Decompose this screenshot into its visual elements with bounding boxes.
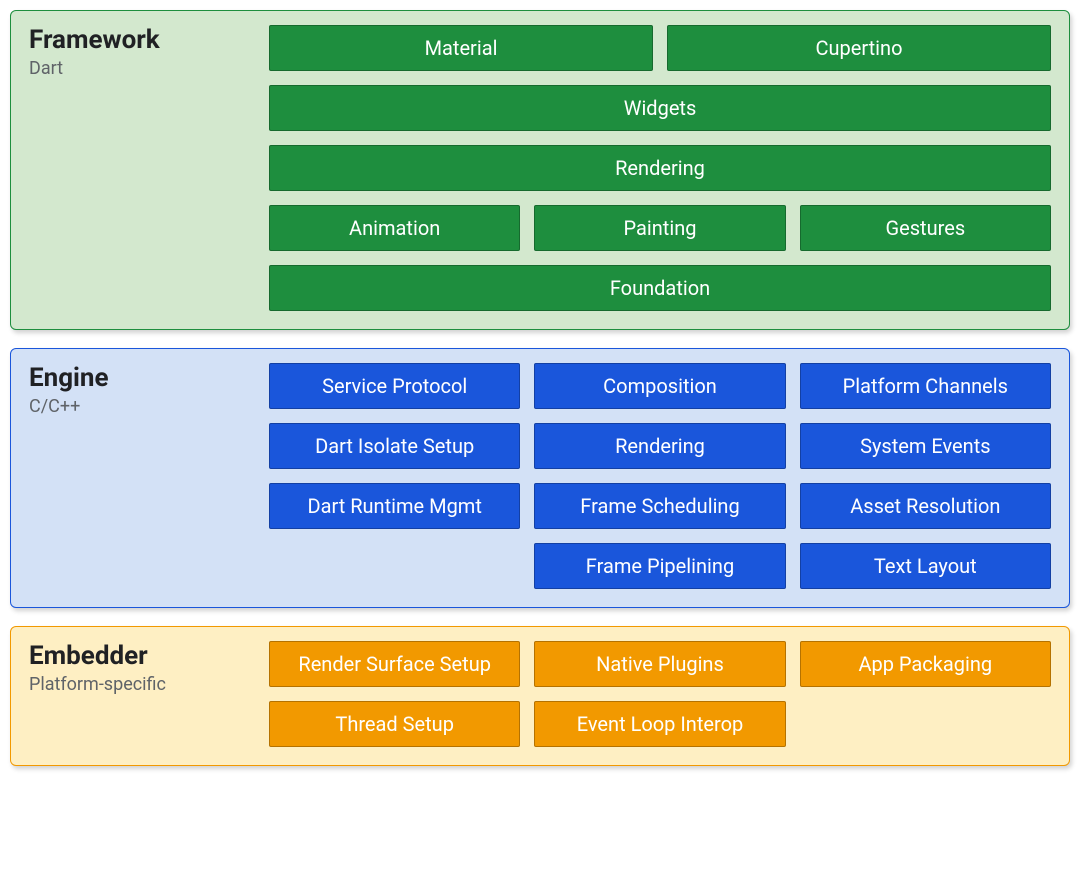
layer-row: Foundation xyxy=(269,265,1051,311)
section-header: Embedder Platform-specific xyxy=(29,641,269,747)
section-title: Framework xyxy=(29,25,269,56)
section-body: Service Protocol Composition Platform Ch… xyxy=(269,363,1051,589)
layer-rendering: Rendering xyxy=(534,423,785,469)
layer-row: Render Surface Setup Native Plugins App … xyxy=(269,641,1051,687)
layer-composition: Composition xyxy=(534,363,785,409)
layer-animation: Animation xyxy=(269,205,520,251)
layer-row: Dart Isolate Setup Rendering System Even… xyxy=(269,423,1051,469)
section-engine: Engine C/C++ Service Protocol Compositio… xyxy=(10,348,1070,608)
layer-dart-runtime-mgmt: Dart Runtime Mgmt xyxy=(269,483,520,529)
layer-platform-channels: Platform Channels xyxy=(800,363,1051,409)
layer-event-loop-interop: Event Loop Interop xyxy=(534,701,785,747)
section-title: Engine xyxy=(29,363,269,394)
layer-frame-scheduling: Frame Scheduling xyxy=(534,483,785,529)
section-body: Material Cupertino Widgets Rendering Ani… xyxy=(269,25,1051,311)
layer-thread-setup: Thread Setup xyxy=(269,701,520,747)
layer-gestures: Gestures xyxy=(800,205,1051,251)
layer-app-packaging: App Packaging xyxy=(800,641,1051,687)
layer-row: Dart Runtime Mgmt Frame Scheduling Asset… xyxy=(269,483,1051,529)
layer-painting: Painting xyxy=(534,205,785,251)
section-embedder: Embedder Platform-specific Render Surfac… xyxy=(10,626,1070,766)
section-header: Engine C/C++ xyxy=(29,363,269,589)
layer-row: Frame Pipelining Text Layout xyxy=(269,543,1051,589)
layer-frame-pipelining: Frame Pipelining xyxy=(534,543,785,589)
layer-rendering: Rendering xyxy=(269,145,1051,191)
layer-row: Widgets xyxy=(269,85,1051,131)
section-header: Framework Dart xyxy=(29,25,269,311)
layer-material: Material xyxy=(269,25,653,71)
layer-native-plugins: Native Plugins xyxy=(534,641,785,687)
layer-row: Rendering xyxy=(269,145,1051,191)
section-body: Render Surface Setup Native Plugins App … xyxy=(269,641,1051,747)
layer-row: Animation Painting Gestures xyxy=(269,205,1051,251)
section-subtitle: Dart xyxy=(29,58,269,79)
layer-render-surface-setup: Render Surface Setup xyxy=(269,641,520,687)
layer-cupertino: Cupertino xyxy=(667,25,1051,71)
layer-dart-isolate-setup: Dart Isolate Setup xyxy=(269,423,520,469)
layer-row: Thread Setup Event Loop Interop xyxy=(269,701,1051,747)
layer-service-protocol: Service Protocol xyxy=(269,363,520,409)
layer-text-layout: Text Layout xyxy=(800,543,1051,589)
layer-foundation: Foundation xyxy=(269,265,1051,311)
section-framework: Framework Dart Material Cupertino Widget… xyxy=(10,10,1070,330)
section-subtitle: C/C++ xyxy=(29,396,269,417)
section-subtitle: Platform-specific xyxy=(29,674,269,695)
layer-asset-resolution: Asset Resolution xyxy=(800,483,1051,529)
section-title: Embedder xyxy=(29,641,269,672)
layer-widgets: Widgets xyxy=(269,85,1051,131)
layer-system-events: System Events xyxy=(800,423,1051,469)
layer-row: Service Protocol Composition Platform Ch… xyxy=(269,363,1051,409)
layer-row: Material Cupertino xyxy=(269,25,1051,71)
